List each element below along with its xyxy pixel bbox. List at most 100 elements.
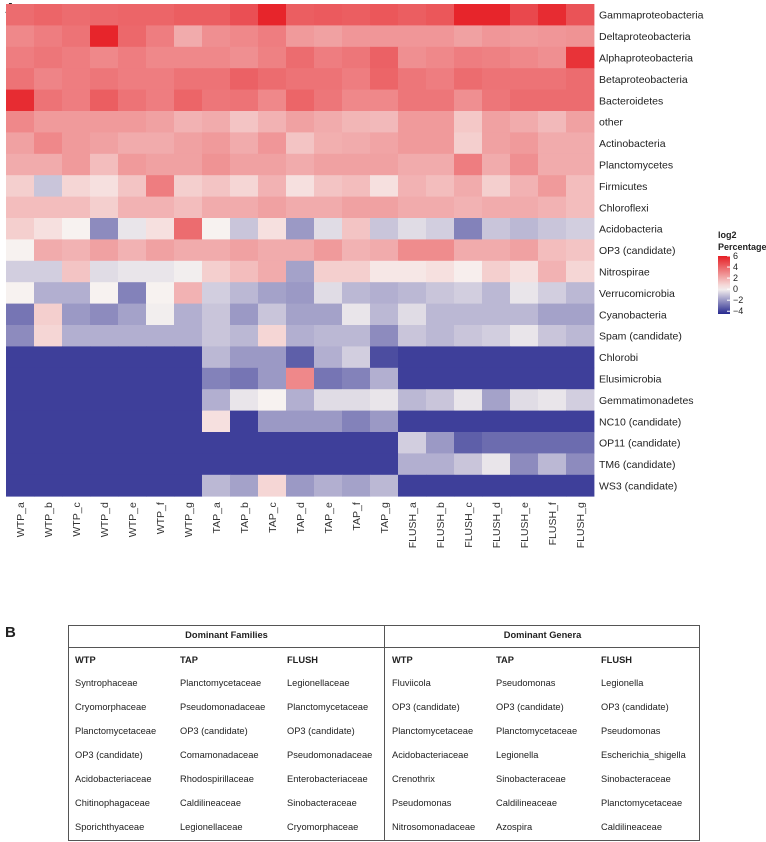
heatmap-cell: [454, 389, 483, 411]
heatmap-cell: [538, 68, 567, 90]
heatmap-cell: [174, 218, 203, 240]
heatmap-cell: [90, 367, 119, 390]
heatmap-cell: [118, 453, 147, 476]
heatmap-cell: [230, 410, 259, 433]
heatmap-cell: [202, 432, 231, 454]
heatmap-cell: [146, 453, 175, 476]
heatmap-cell: [90, 432, 119, 454]
heatmap-cell: [174, 153, 203, 176]
heatmap-cell: [566, 25, 595, 48]
heatmap-cell: [258, 389, 287, 411]
heatmap-cell: [230, 89, 259, 112]
column-label: WTP_e: [127, 502, 139, 537]
heatmap-cell: [454, 239, 483, 262]
heatmap-cell: [34, 239, 63, 262]
heatmap-cell: [314, 196, 343, 219]
genera-wtp-header: WTP: [392, 655, 413, 665]
heatmap-cell: [538, 432, 567, 454]
column-label: TAP_c: [267, 502, 279, 533]
heatmap-cell: [426, 111, 455, 133]
heatmap-cell: [370, 68, 399, 90]
heatmap-cell: [426, 175, 455, 197]
heatmap-cell: [286, 367, 315, 390]
heatmap-cell: [62, 410, 91, 433]
heatmap-cell: [6, 153, 35, 176]
heatmap-cell: [538, 132, 567, 155]
heatmap-cell: [6, 68, 35, 90]
row-label: Gemmatimonadetes: [599, 395, 694, 407]
heatmap-cell: [398, 89, 427, 112]
heatmap-cell: [230, 111, 259, 133]
heatmap-cell: [34, 282, 63, 304]
heatmap-cell: [538, 25, 567, 48]
family-cell-tap: Comamonadaceae: [180, 750, 259, 760]
heatmap-cell: [454, 303, 483, 326]
heatmap-cell: [538, 196, 567, 219]
heatmap-cell: [174, 25, 203, 48]
heatmap-row-labels: Gammaproteobacteria Deltaproteobacteria Al…: [599, 10, 704, 493]
heatmap-cell: [286, 474, 315, 497]
heatmap-cell: [34, 346, 63, 369]
legend-tick-label: 4: [733, 262, 738, 272]
families-flush-header: FLUSH: [287, 655, 318, 665]
heatmap-cell: [118, 25, 147, 48]
heatmap-cell: [454, 175, 483, 197]
column-label: TAP_b: [239, 502, 251, 533]
heatmap-cell: [62, 4, 91, 26]
family-cell-wtp: Sporichthyaceae: [75, 822, 145, 832]
heatmap-cell: [230, 218, 259, 240]
heatmap-cell: [398, 432, 427, 454]
heatmap-cell: [6, 367, 35, 390]
heatmap-cell: [62, 89, 91, 112]
heatmap-cell: [174, 282, 203, 304]
heatmap-cell: [314, 389, 343, 411]
heatmap-cell: [482, 325, 511, 347]
table-header-divider: [69, 647, 699, 648]
heatmap-cell: [146, 46, 175, 69]
heatmap-cell: [538, 410, 567, 433]
heatmap-cell: [118, 410, 147, 433]
heatmap-cell: [258, 153, 287, 176]
heatmap-cell: [566, 389, 595, 411]
heatmap-cell: [398, 132, 427, 155]
heatmap-cell: [482, 196, 511, 219]
heatmap-cell: [258, 367, 287, 390]
genus-cell-tap: Caldilineaceae: [496, 798, 557, 808]
genus-cell-flush: Sinobacteraceae: [601, 774, 671, 784]
column-label: WTP_d: [99, 502, 111, 537]
heatmap-cell: [118, 153, 147, 176]
heatmap-cell: [370, 389, 399, 411]
heatmap-cell: [202, 282, 231, 304]
heatmap-cell: [482, 389, 511, 411]
heatmap-cell: [174, 196, 203, 219]
heatmap-cell: [454, 68, 483, 90]
heatmap-cell: [146, 239, 175, 262]
legend-tick-label: 0: [733, 284, 738, 294]
row-label: other: [599, 117, 623, 129]
heatmap-cell: [510, 410, 539, 433]
heatmap-cell: [118, 196, 147, 219]
heatmap-cell: [342, 346, 371, 369]
heatmap-cell: [90, 4, 119, 26]
heatmap-cell: [398, 303, 427, 326]
genus-cell-flush: Pseudomonas: [601, 726, 661, 736]
heatmap-cell: [174, 303, 203, 326]
heatmap-cell: [370, 46, 399, 69]
heatmap-cell: [174, 68, 203, 90]
genera-flush-header: FLUSH: [601, 655, 632, 665]
heatmap-cell: [566, 218, 595, 240]
heatmap-cell: [510, 453, 539, 476]
heatmap-chart: Gammaproteobacteria Deltaproteobacteria Al…: [6, 4, 766, 548]
heatmap-cell: [538, 46, 567, 69]
heatmap-cell: [34, 4, 63, 26]
heatmap-cell: [398, 474, 427, 497]
family-cell-wtp: Planctomycetaceae: [75, 726, 157, 736]
dominant-taxa-table: Dominant Families Dominant Genera WTP TA…: [68, 625, 700, 841]
family-cell-wtp: Cryomorphaceae: [75, 702, 147, 712]
column-label: FLUSH_f: [547, 502, 559, 545]
heatmap-cell: [454, 196, 483, 219]
genus-cell-wtp: Crenothrix: [392, 774, 435, 784]
heatmap-cell: [258, 410, 287, 433]
heatmap-cell: [482, 175, 511, 197]
heatmap-cell: [370, 25, 399, 48]
